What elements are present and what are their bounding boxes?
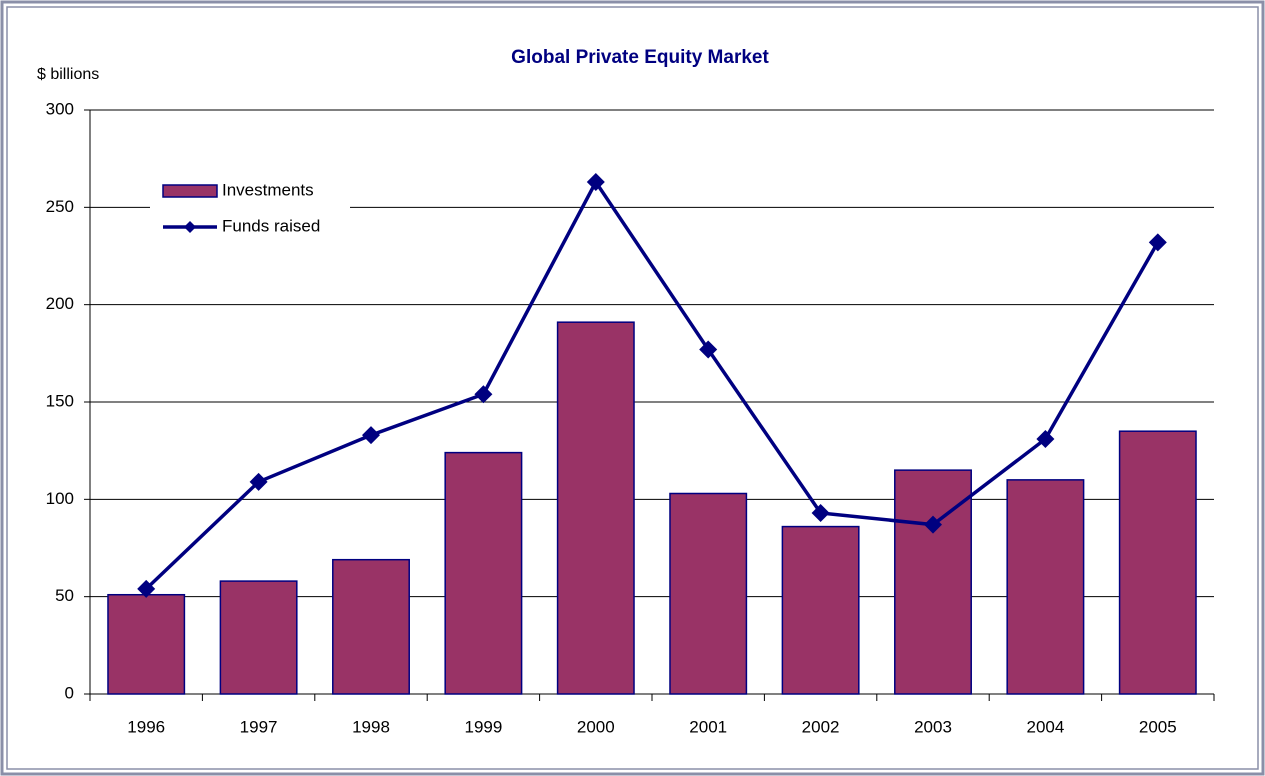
x-tick-label: 2000 bbox=[577, 717, 615, 736]
legend-label: Investments bbox=[222, 180, 314, 199]
bar bbox=[219, 580, 298, 695]
legend-marker bbox=[184, 221, 196, 233]
marker bbox=[699, 340, 718, 359]
y-tick-label: 250 bbox=[46, 197, 74, 216]
legend-label: Funds raised bbox=[222, 216, 320, 235]
x-tick-label: 1996 bbox=[127, 717, 165, 736]
marker bbox=[1036, 429, 1055, 448]
bar bbox=[1118, 430, 1197, 695]
line bbox=[144, 178, 1160, 591]
bar bbox=[444, 451, 523, 695]
bar bbox=[894, 469, 972, 695]
bar bbox=[781, 525, 860, 695]
y-tick-label: 150 bbox=[46, 391, 74, 410]
marker bbox=[362, 426, 380, 445]
x-tick-label: 1998 bbox=[352, 717, 390, 736]
y-tick-label: 50 bbox=[55, 586, 74, 605]
marker bbox=[474, 385, 493, 404]
bar bbox=[107, 593, 186, 695]
y-tick-label: 200 bbox=[46, 294, 74, 313]
y-tick-label: 100 bbox=[46, 489, 74, 508]
x-tick-label: 1997 bbox=[240, 717, 278, 736]
bar bbox=[332, 558, 410, 695]
marker bbox=[586, 173, 605, 192]
x-tick-label: 1999 bbox=[464, 717, 502, 736]
inner-frame bbox=[6, 6, 1259, 770]
chart-title: Global Private Equity Market bbox=[511, 47, 769, 68]
marker bbox=[1148, 233, 1167, 252]
bar bbox=[556, 321, 635, 695]
y-tick-label: 300 bbox=[46, 99, 74, 118]
x-tick-label: 2004 bbox=[1026, 717, 1064, 736]
marker bbox=[137, 579, 156, 598]
marker bbox=[924, 515, 942, 534]
legend-swatch bbox=[162, 184, 218, 198]
y-axis-label: $ billions bbox=[37, 66, 99, 83]
marker bbox=[811, 503, 830, 522]
marker bbox=[249, 472, 268, 491]
bar bbox=[1006, 479, 1085, 695]
x-tick-label: 2005 bbox=[1139, 717, 1177, 736]
bar bbox=[669, 492, 748, 695]
x-tick-label: 2003 bbox=[914, 717, 952, 736]
x-tick-label: 2002 bbox=[802, 717, 840, 736]
y-tick-label: 0 bbox=[65, 683, 74, 702]
x-tick-label: 2001 bbox=[689, 717, 727, 736]
